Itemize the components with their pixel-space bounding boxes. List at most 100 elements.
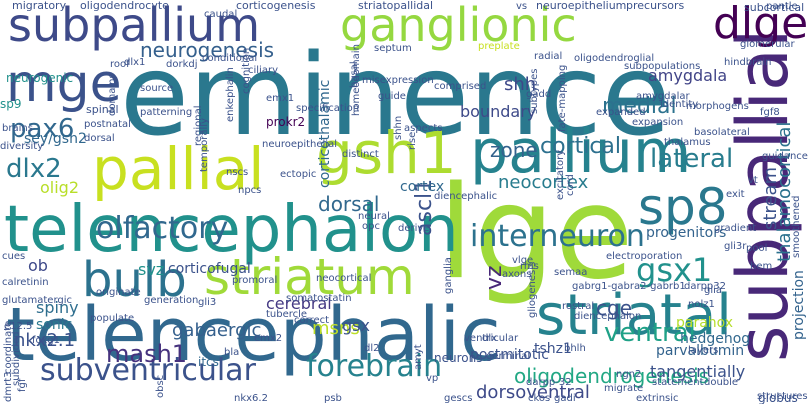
word-84: emx1 bbox=[266, 93, 295, 104]
word-169: rms bbox=[520, 261, 539, 272]
word-107: aspects bbox=[404, 123, 443, 134]
word-94: identity bbox=[660, 99, 699, 110]
word-26: neurogenesis bbox=[140, 38, 275, 62]
word-60: parahox bbox=[676, 315, 734, 331]
word-134: diencephalon bbox=[574, 311, 642, 322]
word-59: parvalbumin bbox=[656, 343, 745, 359]
word-23: dlx2 bbox=[6, 154, 62, 184]
word-96: basolateral bbox=[694, 127, 750, 138]
word-11: dlge bbox=[713, 0, 808, 49]
word-57: oligodendrogenesis bbox=[514, 364, 710, 388]
word-137: pool bbox=[746, 243, 768, 254]
word-188: dl2 bbox=[364, 343, 380, 354]
word-178: specification bbox=[296, 103, 360, 114]
word-190: semaa bbox=[554, 267, 588, 278]
word-22: lateral bbox=[650, 144, 734, 174]
word-61: hedgehog bbox=[680, 331, 751, 347]
word-128: neurons bbox=[434, 351, 483, 365]
word-120: tubercle bbox=[266, 309, 308, 320]
word-163: foxg1 bbox=[32, 335, 60, 346]
word-66: neuroepithelium bbox=[536, 0, 627, 12]
word-149: bla bbox=[224, 347, 240, 358]
word-121: correct bbox=[294, 315, 330, 326]
word-135: darpp32 bbox=[684, 281, 727, 292]
word-88: preplate bbox=[478, 41, 520, 52]
word-133: rostral bbox=[562, 301, 595, 312]
word-18: ventral bbox=[604, 318, 696, 348]
word-131: dlx1 bbox=[124, 57, 146, 68]
word-168: ckos bbox=[528, 393, 551, 404]
word-87: septum bbox=[374, 43, 412, 54]
word-176: shhn bbox=[393, 115, 404, 140]
word-15: sp8 bbox=[638, 178, 728, 236]
word-159: psb bbox=[324, 393, 342, 404]
word-139: gradient bbox=[714, 223, 757, 234]
word-173: glomerular bbox=[740, 39, 795, 50]
word-160: globus bbox=[758, 391, 798, 404]
word-70: neurogenic bbox=[6, 71, 74, 85]
word-76: glutamatergic bbox=[2, 295, 73, 306]
word-67: precursors bbox=[626, 0, 685, 12]
word-127: postmitotic bbox=[470, 347, 549, 363]
word-192: vlge bbox=[512, 255, 534, 266]
word-75: calretinin bbox=[2, 277, 49, 288]
word-46: projection bbox=[791, 270, 807, 340]
word-146: gli3 bbox=[198, 297, 217, 308]
word-152: migrate bbox=[604, 383, 644, 394]
word-196: promoral bbox=[232, 275, 278, 286]
word-111: neural bbox=[358, 211, 390, 222]
word-119: somatostatin bbox=[286, 293, 352, 304]
word-85: misexpression bbox=[362, 75, 434, 86]
word-117: populate bbox=[90, 313, 135, 324]
word-30: medial bbox=[602, 94, 677, 119]
word-132: glia bbox=[704, 285, 723, 296]
word-7: striatal bbox=[536, 283, 732, 348]
word-191: gadd bbox=[526, 89, 552, 100]
word-150: ngn2 bbox=[616, 369, 642, 380]
word-101: guide bbox=[378, 91, 406, 102]
word-100: conditional bbox=[202, 53, 258, 64]
word-8: ganglionic bbox=[340, 0, 577, 52]
word-42: boundary bbox=[460, 102, 537, 121]
word-17: interneuron bbox=[470, 219, 645, 254]
word-58: tangentially bbox=[650, 362, 746, 381]
word-81: patterning bbox=[140, 107, 193, 118]
word-79: postnatal bbox=[84, 119, 131, 130]
word-98: fgf8 bbox=[760, 107, 780, 118]
word-186: smoothened bbox=[791, 195, 802, 258]
word-14: striatum bbox=[204, 248, 415, 306]
word-53: msns bbox=[312, 318, 360, 339]
word-162: obsc bbox=[155, 374, 166, 398]
word-183: electroporation bbox=[606, 251, 683, 262]
word-12: gsh1 bbox=[316, 119, 457, 187]
word-29: cortical bbox=[540, 134, 622, 159]
word-109: npcs bbox=[238, 185, 262, 196]
word-16: olfactory bbox=[96, 211, 229, 246]
word-80: dorsal bbox=[84, 133, 115, 144]
word-167: subdivided bbox=[11, 331, 22, 386]
word-157: nkx6.2 bbox=[234, 393, 268, 404]
word-72: brains bbox=[2, 123, 33, 134]
word-43: progenitors bbox=[646, 225, 727, 241]
word-89: radial bbox=[534, 51, 563, 62]
word-63: oligodendrocyte bbox=[80, 0, 169, 12]
word-148: emx2 bbox=[254, 333, 283, 344]
word-20: forebrain bbox=[306, 349, 443, 384]
word-93: amygdalar bbox=[636, 91, 690, 102]
word-156: extrinsic bbox=[636, 393, 679, 404]
word-142: exit bbox=[726, 189, 745, 200]
word-10: mge bbox=[6, 54, 122, 114]
word-69: corticothalamic bbox=[317, 79, 333, 188]
word-37: nkx2.1 bbox=[14, 330, 76, 351]
word-21: gsx1 bbox=[636, 251, 713, 289]
word-24: pax6 bbox=[10, 114, 75, 144]
word-36: spiny bbox=[36, 298, 79, 317]
word-144: gabrg1-gabra2-gabrb1 bbox=[572, 281, 686, 292]
word-138: hem bbox=[750, 261, 773, 272]
word-185: guidance bbox=[762, 151, 808, 162]
word-90: oligodendroglial bbox=[574, 53, 655, 64]
word-33: amygdala bbox=[648, 66, 728, 85]
word-40: neocortex bbox=[498, 172, 589, 193]
word-83: prokr2 bbox=[266, 115, 306, 129]
